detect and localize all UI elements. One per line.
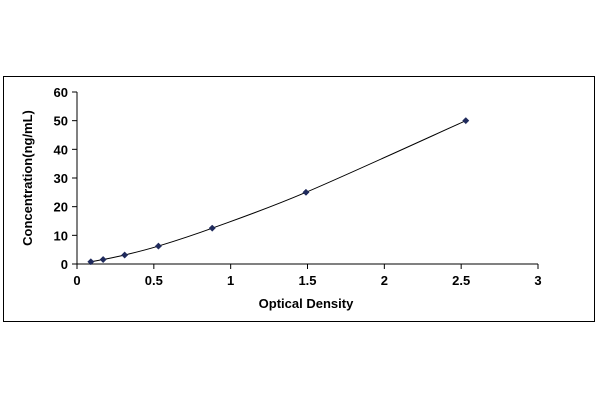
x-tick-label: 0: [73, 273, 80, 288]
data-point: [208, 224, 216, 232]
data-point: [302, 188, 310, 196]
y-tick-label: 60: [54, 85, 68, 100]
data-points-group: [87, 117, 470, 266]
data-point: [87, 258, 95, 266]
data-point: [99, 255, 107, 264]
y-tick-label: 0: [61, 257, 68, 272]
x-tick-label: 3: [534, 273, 541, 288]
y-tick-label: 20: [54, 200, 68, 215]
x-tick-label: 2.5: [452, 273, 470, 288]
chart-frame: [3, 76, 595, 322]
x-tick-label: 0.5: [145, 273, 163, 288]
y-tick-label: 40: [54, 142, 68, 157]
fit-curve-group: [90, 120, 466, 263]
y-axis-title: Concentration(ng/mL): [20, 110, 35, 246]
x-tick-label: 1: [227, 273, 234, 288]
data-point: [462, 117, 470, 125]
data-point: [154, 242, 162, 250]
y-tick-label: 30: [54, 171, 68, 186]
x-tick-label: 2: [381, 273, 388, 288]
y-tick-label: 50: [54, 114, 68, 129]
x-axis-title: Optical Density: [259, 296, 354, 311]
chart-axes: [76, 92, 538, 265]
y-tick-label: 10: [54, 228, 68, 243]
fit-curve-line: [90, 120, 466, 263]
data-point: [121, 251, 129, 259]
x-tick-label: 1.5: [298, 273, 316, 288]
